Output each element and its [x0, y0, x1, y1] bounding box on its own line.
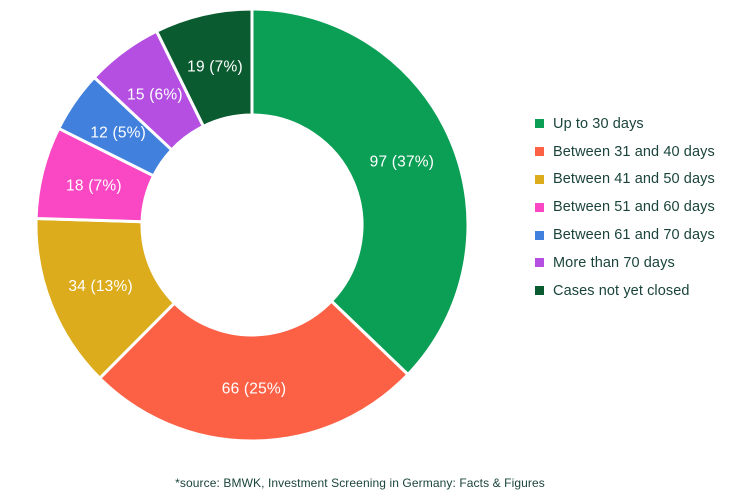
legend-item-label: Between 61 and 70 days [553, 227, 715, 244]
legend-item: Between 31 and 40 days [535, 138, 715, 166]
legend-item-label: Up to 30 days [553, 115, 644, 132]
legend-item: Up to 30 days [535, 110, 715, 138]
segment-data-label-3: 18 (7%) [66, 178, 122, 195]
legend-item: Between 41 and 50 days [535, 166, 715, 194]
source-note: *source: BMWK, Investment Screening in G… [175, 476, 545, 490]
legend-swatch-icon [535, 119, 544, 129]
legend-swatch-icon [535, 174, 544, 184]
legend-swatch-icon [535, 147, 544, 157]
legend-swatch-icon [535, 230, 544, 240]
segment-data-label-4: 12 (5%) [90, 124, 146, 141]
legend-item: More than 70 days [535, 249, 715, 277]
segment-data-label-1: 66 (25%) [222, 381, 287, 398]
donut-segment-0 [250, 7, 470, 376]
legend-item: Between 61 and 70 days [535, 221, 715, 249]
segment-data-label-2: 34 (13%) [68, 278, 133, 295]
legend-item-label: Between 31 and 40 days [553, 143, 715, 160]
legend-item-label: Between 51 and 60 days [553, 199, 715, 216]
donut-segment-6 [155, 7, 254, 128]
legend-item-label: Between 41 and 50 days [553, 171, 715, 188]
legend-item-label: Cases not yet closed [553, 282, 690, 299]
legend-item-label: More than 70 days [553, 254, 675, 271]
legend-item: Cases not yet closed [535, 277, 715, 305]
segment-data-label-5: 15 (6%) [127, 87, 183, 104]
segment-data-label-6: 19 (7%) [187, 59, 243, 76]
legend-swatch-icon [535, 202, 544, 212]
chart-legend: Up to 30 days Between 31 and 40 days Bet… [535, 110, 715, 305]
legend-swatch-icon [535, 286, 544, 296]
legend-swatch-icon [535, 258, 544, 268]
legend-item: Between 51 and 60 days [535, 193, 715, 221]
donut-segment-1 [98, 299, 410, 443]
segment-data-label-0: 97 (37%) [370, 154, 435, 171]
